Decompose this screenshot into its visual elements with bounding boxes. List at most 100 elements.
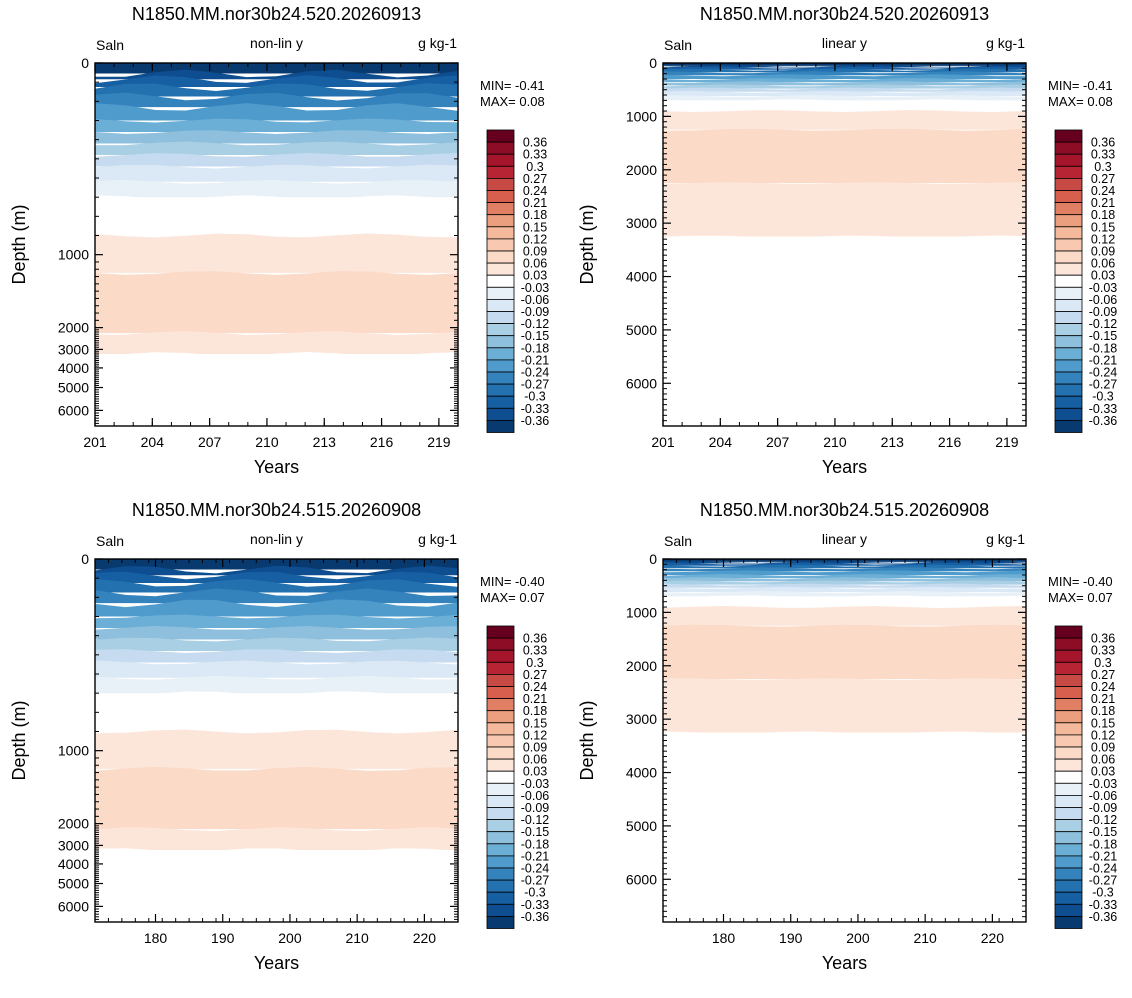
colorbar-swatch [486,383,515,397]
chart-panel-4: N1850.MM.nor30b24.515.20260908 Saln linear… [577,500,1117,973]
y-axis-label: Depth (m) [9,204,29,284]
contour-band [95,571,458,583]
x-tick-label: 210 [255,434,279,450]
colorbar-label: 0.06 [1091,257,1115,271]
colorbar-label: 0.18 [523,704,547,718]
contour-field [95,559,458,922]
y-tick-label: 2000 [626,658,657,674]
y-tick-label: 3000 [58,837,89,853]
contour-band [663,64,1026,68]
colorbar-swatch [1054,661,1083,675]
colorbar-label: 0.21 [1091,196,1115,210]
colorbar-label: -0.06 [1089,789,1118,803]
colorbar-label: 0.33 [1091,644,1115,658]
contour-band [95,195,458,236]
colorbar-label: 0.12 [523,232,547,246]
y-tick-label: 1000 [58,247,89,263]
colorbar-swatch [486,782,515,796]
contour-band [95,565,458,576]
colorbar-label: 0.3 [526,656,543,670]
colorbar-label: 0.18 [1091,704,1115,718]
colorbar-label: -0.33 [1089,402,1118,416]
x-tick-label: 219 [427,434,451,450]
colorbar-swatch [486,661,515,675]
colorbar-label: -0.24 [1089,366,1118,380]
colorbar-swatch [1054,407,1083,421]
x-tick-label: 210 [823,434,847,450]
contour-band [663,87,1026,92]
colorbar-label: 0.36 [523,632,547,646]
colorbar-swatch [486,335,515,349]
contour-band [663,99,1026,111]
contour-band [95,331,458,354]
colorbar-swatch [1054,686,1083,700]
contour-band [663,580,1026,585]
max-value-label: MAX= 0.08 [480,94,545,109]
colorbar-label: -0.12 [521,813,550,827]
contour-band [95,164,458,182]
contour-field [95,63,458,426]
colorbar-label: -0.24 [1089,862,1118,876]
contour-band [663,583,1026,588]
x-axis-label: Years [254,953,299,973]
colorbar-swatch [486,153,515,167]
colorbar-swatch [486,879,515,893]
colorbar-label: -0.21 [1089,849,1118,863]
x-tick-label: 213 [313,434,337,450]
colorbar-swatch [1054,843,1083,857]
contour-band [95,614,458,628]
colorbar-swatch [486,311,515,325]
colorbar-swatch [1054,831,1083,845]
colorbar-label: 0.09 [1091,245,1115,259]
colorbar-swatch [486,843,515,857]
y-tick-label: 6000 [626,871,657,887]
contour-band [95,92,458,108]
y-tick-label: 0 [81,55,89,71]
colorbar-swatch [1054,722,1083,736]
colorbar-swatch [486,190,515,204]
colorbar-swatch [1054,710,1083,724]
colorbar-swatch [1054,286,1083,300]
colorbar-label: 0.03 [1091,765,1115,779]
max-value-label: MAX= 0.07 [480,590,545,605]
contour-field [663,63,1026,426]
units-label: g kg-1 [986,35,1025,51]
colorbar-swatch [486,286,515,300]
colorbar-swatch [486,419,515,433]
colorbar-swatch [1054,202,1083,216]
y-tick-label: 6000 [58,402,89,418]
colorbar-label: 0.12 [523,728,547,742]
chart-title: N1850.MM.nor30b24.520.20260913 [700,4,989,24]
contour-band [95,233,458,273]
x-tick-label: 200 [846,930,870,946]
colorbar-swatch [486,141,515,155]
variable-label: Saln [664,37,692,53]
colorbar-label: -0.21 [521,353,550,367]
colorbar-swatch [1054,250,1083,264]
units-label: g kg-1 [418,35,457,51]
colorbar-swatch [486,359,515,373]
min-value-label: MIN= -0.40 [1048,574,1113,589]
x-tick-label: 210 [913,930,937,946]
colorbar-label: 0.09 [523,245,547,259]
colorbar-label: 0.03 [523,269,547,283]
colorbar-swatch [1054,383,1083,397]
contour-band [95,675,458,694]
colorbar-swatch [1054,903,1083,917]
contour-band [663,624,1026,680]
x-tick-label: 216 [938,434,962,450]
colorbar-swatch [1054,153,1083,167]
contour-band [663,559,1026,562]
contour-band [95,118,458,132]
contour-band [95,352,458,426]
colorbar-label: 0.15 [523,220,547,234]
colorbar-label: 0.21 [523,196,547,210]
colorbar-swatch [486,177,515,191]
colorbar-label: -0.18 [1089,837,1118,851]
contour-band [95,83,458,97]
colorbar-label: -0.27 [521,874,550,888]
colorbar-swatch [1054,891,1083,905]
colorbar-label: -0.15 [1089,825,1118,839]
y-axis-label: Depth (m) [9,700,29,780]
colorbar-label: -0.03 [521,281,550,295]
